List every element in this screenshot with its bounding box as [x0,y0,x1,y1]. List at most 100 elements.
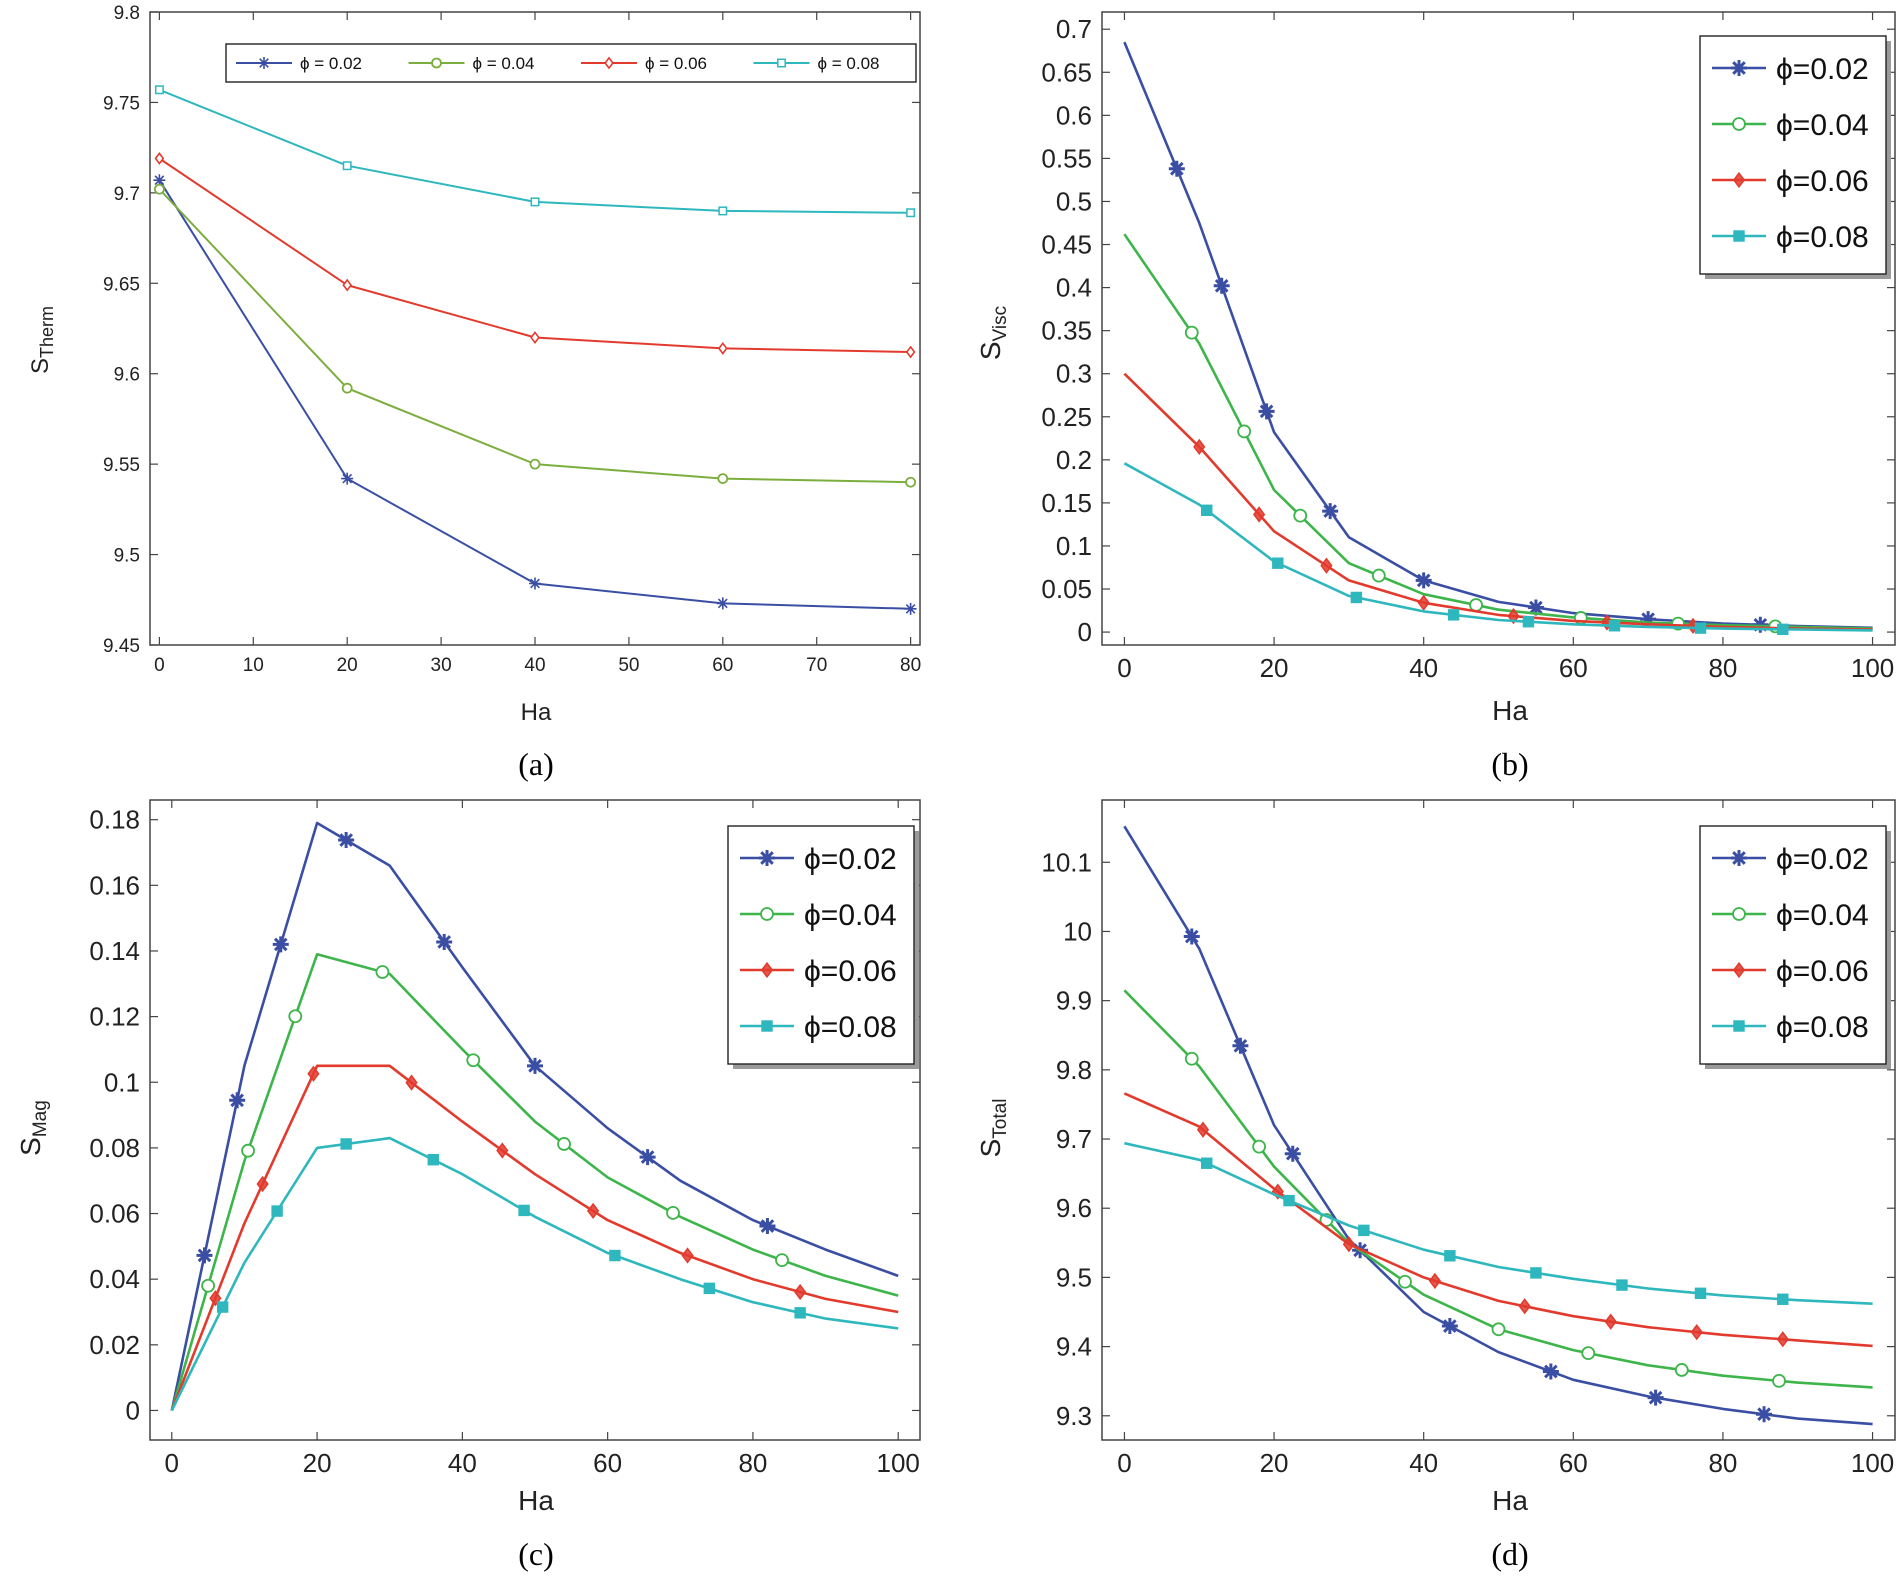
series-1-marker [1542,1363,1559,1380]
series-1-marker [1284,1145,1301,1162]
panel-c-ylabel: SMag [15,1100,51,1156]
x-tick-label: 0 [1117,653,1131,683]
legend-marker-1 [258,57,270,69]
panel-c-frame [149,799,921,1441]
y-tick-label: 0.45 [1041,230,1092,260]
x-tick-label: 60 [712,655,733,676]
y-tick-label: 0.14 [89,936,140,966]
panel-b: 0 20 40 60 80 100 0 0.05 0.1 0.15 0.2 0.25 0.3 0.35 0.… [975,11,1896,782]
series-4-marker [154,85,164,95]
panel-b-xlabel: Ha [1492,695,1528,726]
legend-label-3: ϕ = 0.06 [645,54,707,73]
y-tick-label: 9.45 [103,636,140,657]
panel-b-ylabel-sub: Visc [990,306,1011,342]
x-tick-label: 40 [448,1448,477,1478]
series-2-marker [717,473,729,485]
series-4-marker [271,1205,283,1217]
legend-label-4: ϕ = 0.08 [818,54,880,73]
series-4-marker [1522,616,1535,628]
x-tick-label: 80 [900,655,921,676]
series-2-marker [1491,1322,1506,1337]
series-4-marker [1272,557,1284,569]
y-tick-label: 9.65 [103,274,140,295]
series-4-marker [794,1307,806,1319]
series-4-marker [609,1249,621,1262]
series-4-marker [1358,1224,1370,1237]
panel-d-ylabel: STotal [975,1099,1011,1158]
panel-c-ylabel-sub: Mag [30,1100,51,1137]
series-line-1 [1123,41,1873,630]
series-4-marker [1694,1287,1707,1300]
series-1-marker [1441,1318,1458,1335]
panel-d-frame [1101,799,1896,1441]
x-tick-label: 80 [1708,653,1737,683]
x-tick-label: 40 [1409,1448,1438,1478]
series-1-marker [639,1149,656,1166]
series-4-marker [1201,504,1213,517]
panel-d-xlabel: Ha [1492,1485,1528,1516]
series-4-marker [1608,620,1621,632]
series-3-marker [681,1247,694,1264]
series-2-marker [288,1009,303,1024]
panel-a-ylabel-sub: Therm [37,306,57,358]
legend-label-3: ϕ=0.06 [1776,165,1869,198]
series-2-marker [1237,424,1252,439]
y-tick-label: 0.1 [104,1067,140,1097]
y-tick-label: 0.1 [1056,531,1092,561]
series-4-marker [1201,1157,1213,1169]
x-tick-label: 10 [243,655,264,676]
series-4-marker [518,1204,530,1217]
series-4-marker [530,197,540,207]
panel-a-ylabel-main: S [27,358,54,374]
series-4-marker [1777,1293,1789,1305]
legend-label-4: ϕ=0.08 [1776,221,1869,254]
panel-d-axes: 0 20 40 60 80 100 9.3 9.4 9.5 9.6 9.7 9.8 9.9 10 10.1 [1041,800,1895,1478]
series-2-marker [557,1137,571,1151]
panel-c-xlabel: Ha [518,1485,554,1516]
y-tick-label: 0.12 [89,1002,140,1032]
series-3-marker [794,1283,807,1301]
legend-marker-1 [759,850,775,866]
series-3-marker [1253,506,1266,523]
legend-label-3: ϕ=0.06 [1776,955,1869,988]
series-4-marker [1530,1267,1542,1279]
y-tick-label: 9.9 [1056,986,1092,1016]
y-tick-label: 0.18 [89,805,140,835]
y-tick-label: 0 [126,1395,140,1425]
series-4-marker [1350,591,1363,604]
series-3-marker [1604,1313,1617,1330]
series-4-marker [1283,1194,1295,1207]
legend-label-2: ϕ=0.04 [1776,899,1869,932]
series-3-marker [256,1175,269,1193]
series-2-marker [1371,568,1386,583]
legend-label-1: ϕ=0.02 [804,843,897,876]
legend-label-4: ϕ=0.08 [804,1011,897,1044]
panel-c-axes: 0 20 40 60 80 100 0 0.02 0.04 0.06 0.08 0.1 0.12 0.14… [89,800,920,1478]
series-4-marker [906,208,916,218]
x-tick-label: 100 [1851,653,1894,683]
panel-d-ylabel-sub: Total [990,1099,1011,1139]
x-tick-label: 30 [431,655,452,676]
series-2-marker [905,476,917,488]
legend-box [1699,35,1887,275]
series-line-3 [158,157,911,353]
series-line-3 [1123,372,1873,631]
y-tick-label: 9.5 [114,546,140,567]
panel-a-caption: (a) [518,746,554,782]
series-4-marker [703,1282,716,1295]
series-1-marker [338,832,355,849]
y-tick-label: 0.35 [1041,316,1092,346]
x-tick-label: 0 [1117,1448,1131,1478]
y-tick-label: 0.25 [1041,402,1092,432]
series-4-marker [342,161,352,171]
series-2-marker [466,1053,481,1068]
x-tick-label: 20 [303,1448,332,1478]
y-tick-label: 9.6 [1056,1193,1092,1223]
series-2-marker [1252,1139,1267,1154]
series-2-marker [201,1278,216,1293]
y-tick-label: 9.75 [103,93,140,114]
panel-a-ylabel: STherm [27,306,57,374]
series-3-marker [1196,1121,1210,1138]
legend-marker-3 [604,56,614,70]
y-tick-label: 9.8 [114,3,140,24]
